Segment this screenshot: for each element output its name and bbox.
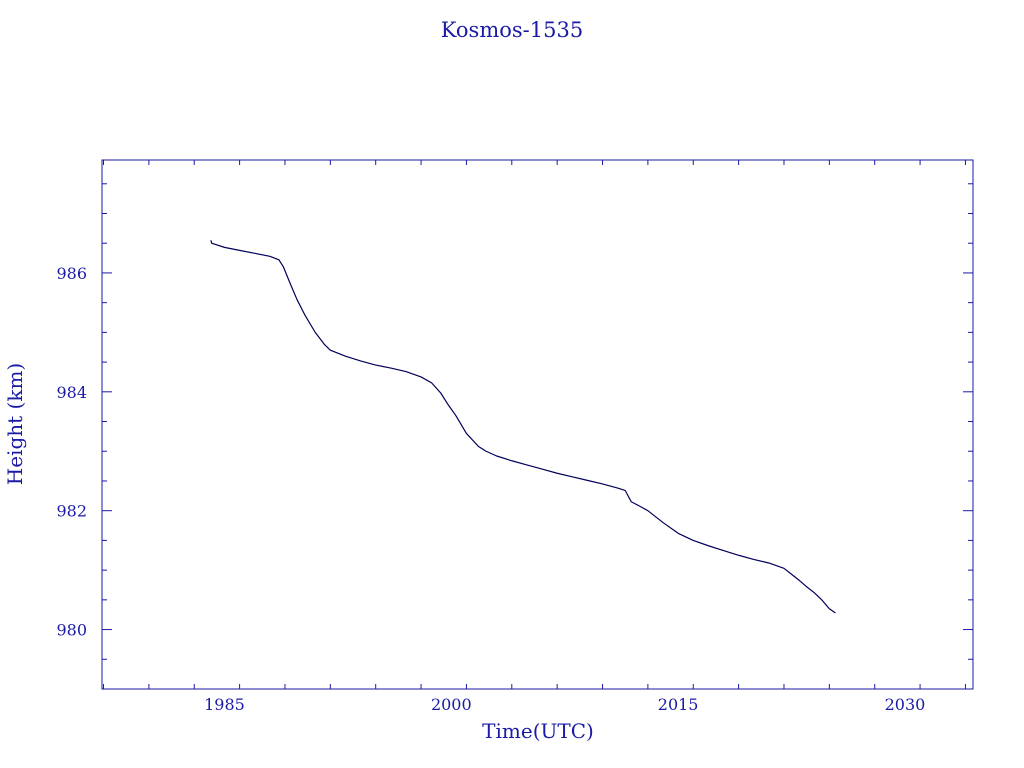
plot-area — [210, 240, 836, 614]
y-axis-label: Height (km) — [3, 363, 27, 485]
y-tick-label: 986 — [56, 264, 87, 283]
y-tick-label: 980 — [56, 621, 87, 640]
series-line — [210, 240, 836, 614]
axis-ticks — [102, 160, 973, 690]
x-tick-label: 2015 — [658, 695, 699, 714]
x-tick-label: 2000 — [431, 695, 472, 714]
plot-frame — [101, 159, 974, 690]
x-axis-label: Time(UTC) — [482, 719, 594, 743]
x-tick-label: 1985 — [204, 695, 245, 714]
x-tick-label: 2030 — [885, 695, 926, 714]
y-tick-label: 982 — [56, 502, 87, 521]
y-tick-label: 984 — [56, 383, 87, 402]
tick-labels: 1985 2000 2015 2030 980 982 984 986 — [56, 264, 925, 714]
chart-title: Kosmos-1535 — [441, 18, 583, 42]
